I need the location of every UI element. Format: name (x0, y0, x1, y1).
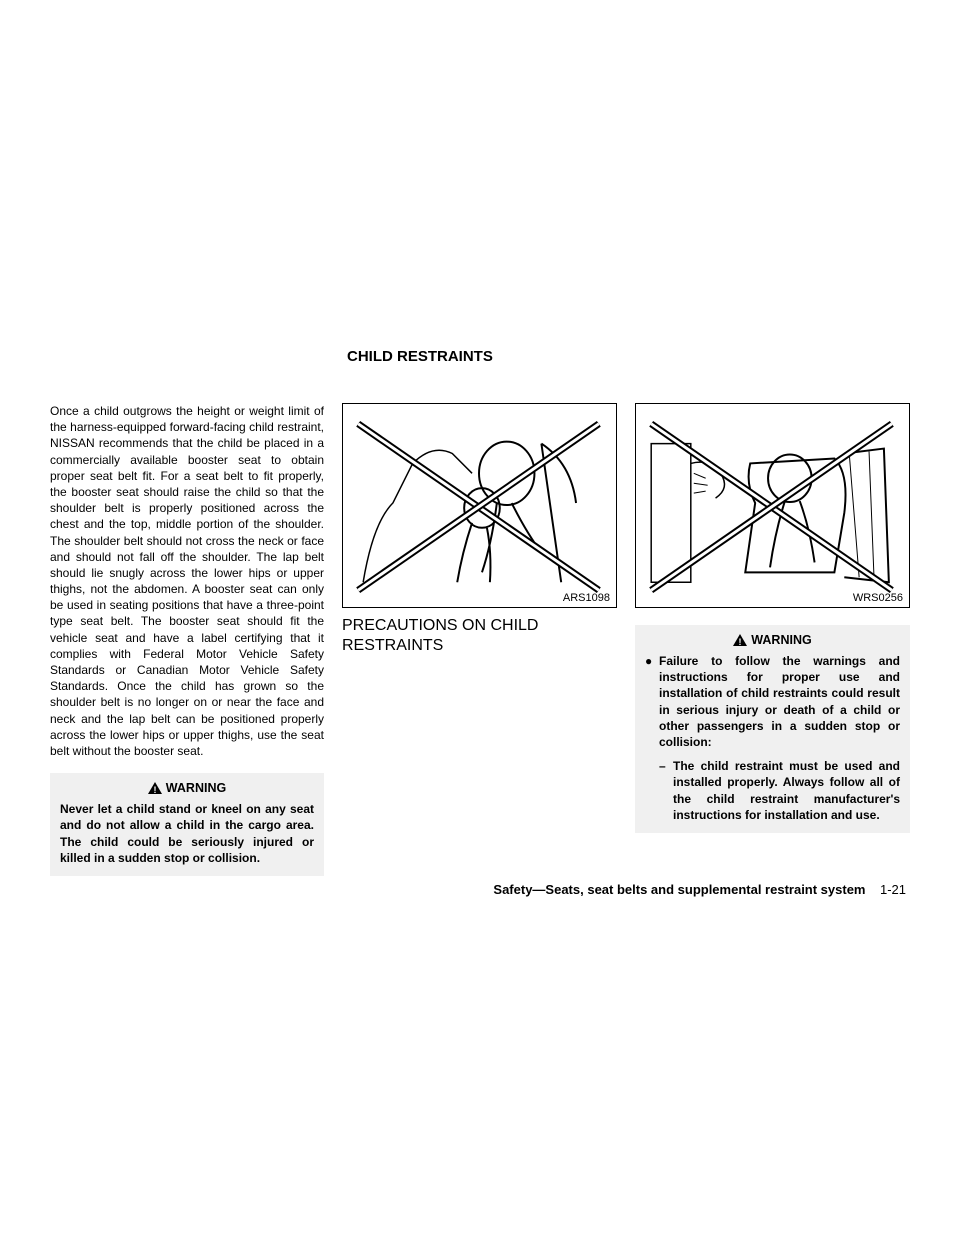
warning-header-2: ! WARNING (645, 633, 900, 647)
warning-sub-text: The child restraint must be used and ins… (673, 758, 900, 823)
figure-1-code: ARS1098 (563, 592, 610, 604)
page-footer: Safety—Seats, seat belts and supplementa… (493, 882, 906, 897)
column-1: Once a child outgrows the height or weig… (50, 403, 324, 876)
warning-box-2: ! WARNING ● Failure to follow the warnin… (635, 625, 910, 833)
warning-bullet: ● Failure to follow the warnings and ins… (645, 653, 900, 750)
footer-page-number (869, 882, 880, 897)
page-content: CHILD RESTRAINTS Once a child outgrows t… (50, 348, 910, 876)
warning-subitem: – The child restraint must be used and i… (659, 758, 900, 823)
warning-header-1: ! WARNING (60, 781, 314, 795)
bullet-dot-icon: ● (645, 653, 659, 750)
precautions-subheading: PRECAUTIONS ON CHILD RESTRAINTS (342, 616, 617, 656)
figure-1-illustration (343, 404, 616, 607)
dash-icon: – (659, 758, 673, 823)
svg-text:!: ! (153, 785, 156, 794)
warning-bullet-text: Failure to follow the warnings and instr… (659, 653, 900, 750)
warning-box-1: ! WARNING Never let a child stand or kne… (50, 773, 324, 876)
footer-section-name: Safety—Seats, seat belts and supplementa… (493, 882, 865, 897)
column-3: WRS0256 ! WARNING ● Failure to follow th… (635, 403, 910, 876)
figure-1: ARS1098 (342, 403, 617, 608)
figure-2-illustration (636, 404, 909, 607)
section-heading: CHILD RESTRAINTS (347, 348, 910, 365)
svg-text:!: ! (739, 637, 742, 646)
warning-triangle-icon: ! (733, 634, 747, 646)
warning-label-2: WARNING (751, 633, 811, 647)
warning-triangle-icon: ! (148, 782, 162, 794)
booster-seat-paragraph: Once a child outgrows the height or weig… (50, 403, 324, 759)
figure-2-code: WRS0256 (853, 592, 903, 604)
column-2: ARS1098 PRECAUTIONS ON CHILD RESTRAINTS (342, 403, 617, 876)
footer-page-num: 1-21 (880, 882, 906, 897)
warning-text-1: Never let a child stand or kneel on any … (60, 801, 314, 866)
figure-2: WRS0256 (635, 403, 910, 608)
three-column-layout: Once a child outgrows the height or weig… (50, 403, 910, 876)
warning-label-1: WARNING (166, 781, 226, 795)
